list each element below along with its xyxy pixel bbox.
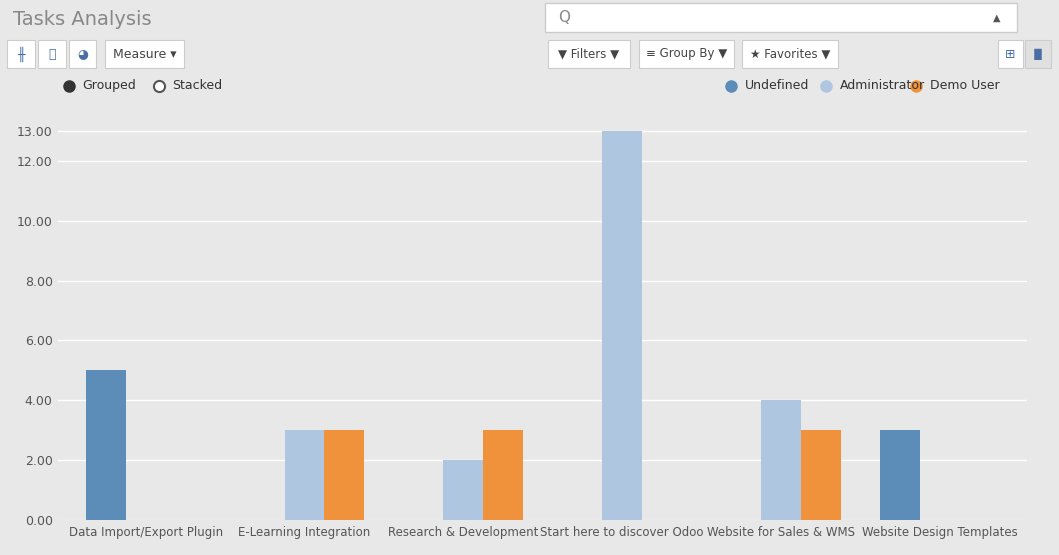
Bar: [761, 400, 801, 520]
Bar: [483, 430, 523, 520]
FancyBboxPatch shape: [742, 41, 838, 68]
Text: Administrator: Administrator: [840, 79, 925, 92]
Text: ▲: ▲: [993, 13, 1001, 23]
FancyBboxPatch shape: [69, 41, 96, 68]
FancyBboxPatch shape: [998, 41, 1023, 68]
FancyBboxPatch shape: [105, 41, 184, 68]
Bar: [86, 370, 126, 520]
Text: ≡ Group By ▼: ≡ Group By ▼: [646, 48, 726, 60]
FancyBboxPatch shape: [548, 41, 630, 68]
FancyBboxPatch shape: [1025, 41, 1051, 68]
Text: ★ Favorites ▼: ★ Favorites ▼: [750, 48, 830, 60]
Text: ▐▌: ▐▌: [1029, 48, 1046, 59]
FancyBboxPatch shape: [639, 41, 734, 68]
Text: Stacked: Stacked: [173, 79, 222, 92]
Text: Undefined: Undefined: [744, 79, 809, 92]
Text: ▼ Filters ▼: ▼ Filters ▼: [558, 48, 620, 60]
Text: ⟋: ⟋: [48, 48, 56, 60]
Text: Tasks Analysis: Tasks Analysis: [13, 10, 151, 29]
FancyBboxPatch shape: [7, 41, 35, 68]
FancyBboxPatch shape: [38, 41, 66, 68]
Bar: [324, 430, 364, 520]
Bar: [801, 430, 841, 520]
Text: Measure ▾: Measure ▾: [113, 48, 176, 60]
Text: Demo User: Demo User: [930, 79, 1000, 92]
Text: ╫: ╫: [17, 46, 25, 62]
Bar: [285, 430, 324, 520]
Text: Grouped: Grouped: [83, 79, 137, 92]
Text: ⊞: ⊞: [1005, 48, 1016, 60]
Text: ◕: ◕: [77, 48, 88, 60]
Bar: [603, 131, 642, 520]
Bar: [444, 460, 483, 520]
Bar: [880, 430, 920, 520]
FancyBboxPatch shape: [545, 3, 1017, 32]
Text: Q: Q: [558, 10, 570, 25]
